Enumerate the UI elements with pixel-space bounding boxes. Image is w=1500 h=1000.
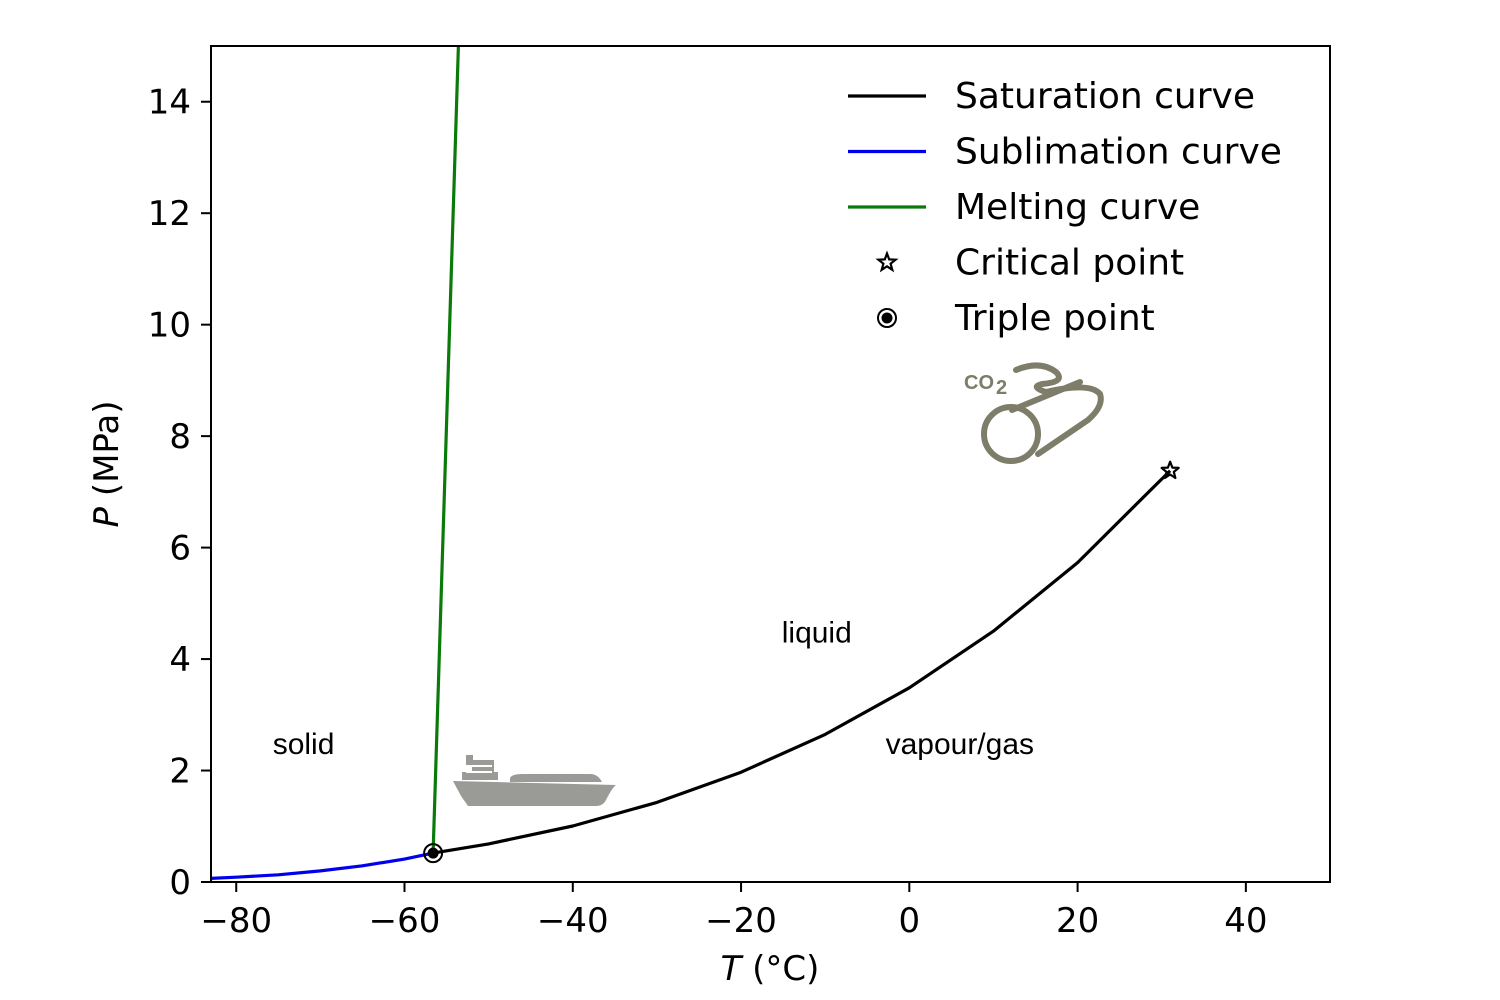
legend-item-sublimation-curve: Sublimation curve <box>848 132 1282 173</box>
y-tick-label: 2 <box>169 752 191 792</box>
region-label-solid: solid <box>273 728 335 761</box>
x-tick-label: 20 <box>1056 901 1099 941</box>
x-tick-label: −80 <box>200 901 272 941</box>
y-axis-label: P (MPa) <box>87 401 127 528</box>
co2-pipeline-icon: CO 2 <box>964 362 1104 464</box>
y-tick-label: 8 <box>169 417 191 457</box>
y-tick-label: 14 <box>148 83 191 123</box>
x-axis-label: T (°C) <box>721 949 820 989</box>
y-tick-label: 6 <box>169 529 191 569</box>
y-tick-label: 10 <box>148 306 191 346</box>
legend-item-triple-point: Triple point <box>877 298 1155 339</box>
x-tick-label: −20 <box>705 901 777 941</box>
plot-frame <box>210 45 1331 883</box>
svg-text:2: 2 <box>996 377 1007 399</box>
legend-label: Saturation curve <box>955 76 1255 117</box>
legend-label: Melting curve <box>955 187 1200 228</box>
legend-label: Sublimation curve <box>955 132 1282 173</box>
x-tick-label: 40 <box>1224 901 1267 941</box>
region-label-vapour-gas: vapour/gas <box>886 728 1034 761</box>
legend-item-saturation-curve: Saturation curve <box>848 76 1255 117</box>
ship-icon <box>453 755 616 806</box>
legend-item-melting-curve: Melting curve <box>848 187 1200 228</box>
legend-swatch <box>877 308 897 328</box>
legend-label: Triple point <box>954 298 1155 339</box>
y-tick-label: 0 <box>169 863 191 903</box>
sublimation-curve-line <box>211 851 434 880</box>
legend: Saturation curve Sublimation curve Melting… <box>848 76 1282 339</box>
x-tick-label: 0 <box>899 901 921 941</box>
y-tick-label: 12 <box>148 194 191 234</box>
region-label-liquid: liquid <box>782 616 852 649</box>
legend-label: Critical point <box>955 243 1184 284</box>
critical-point-marker <box>1160 460 1180 480</box>
svg-text:CO: CO <box>964 372 994 394</box>
legend-item-critical-point: Critical point <box>875 243 1184 284</box>
saturation-curve-line <box>432 469 1172 855</box>
x-tick-label: −40 <box>537 901 609 941</box>
y-tick-label: 4 <box>169 640 191 680</box>
melting-curve-line <box>431 46 460 854</box>
triple-point-marker <box>423 843 444 864</box>
legend-swatch <box>875 250 899 273</box>
x-tick-label: −60 <box>369 901 441 941</box>
